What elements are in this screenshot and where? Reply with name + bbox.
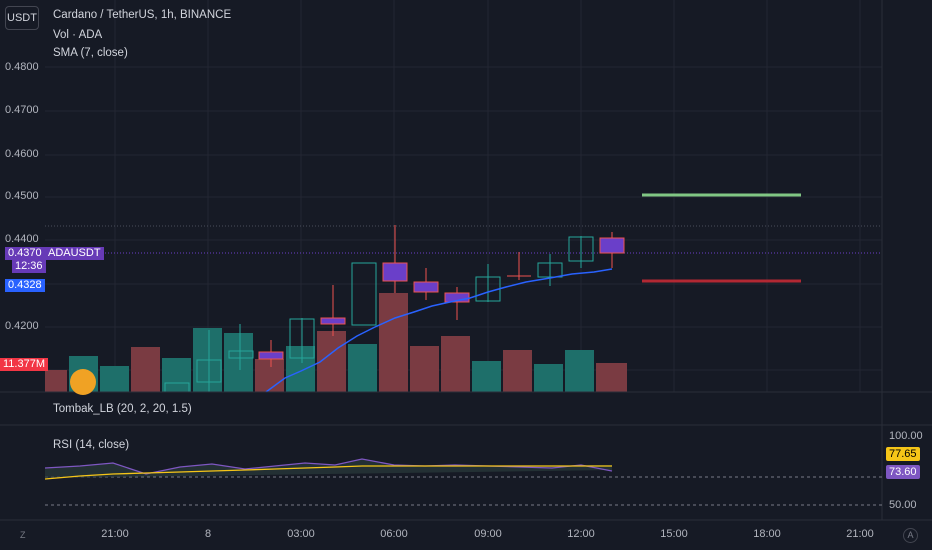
price-tick: 0.4200 [5, 320, 39, 332]
chart-title[interactable]: Cardano / TetherUS, 1h, BINANCE [53, 9, 232, 21]
symbol-badge: ADAUSDT [45, 247, 104, 260]
time-tick: 12:00 [567, 528, 595, 540]
rsi-ma-line [44, 465, 612, 480]
candles [164, 225, 625, 393]
price-tick: 0.4800 [5, 61, 39, 73]
volume-bars [45, 293, 627, 392]
auto-scale-button[interactable]: A [903, 528, 918, 543]
countdown-badge: 12:36 [12, 260, 46, 273]
time-tick: 09:00 [474, 528, 502, 540]
currency-button[interactable]: USDT [5, 6, 39, 30]
time-tick: 03:00 [287, 528, 315, 540]
rsi-value-badge: 73.60 [886, 465, 920, 479]
time-tick: 8 [204, 528, 212, 540]
price-tick: 0.4600 [5, 148, 39, 160]
time-tick: 15:00 [660, 528, 688, 540]
zoom-reset-button[interactable]: Z [20, 530, 26, 540]
last-price-badge: 0.4370 [5, 247, 45, 260]
time-tick: 18:00 [753, 528, 781, 540]
price-tick: 0.4700 [5, 104, 39, 116]
tombak-legend[interactable]: Tombak_LB (20, 2, 20, 1.5) [53, 403, 192, 415]
volume-badge: 11.377M [0, 358, 48, 371]
price-tick: 0.4500 [5, 190, 39, 202]
sma-line [265, 268, 613, 393]
rsi-tick: 100.00 [889, 430, 923, 442]
indicator-dot [70, 369, 96, 395]
rsi-legend[interactable]: RSI (14, close) [53, 439, 130, 451]
rsi-fill [45, 459, 612, 478]
time-tick: 06:00 [380, 528, 408, 540]
sma-legend[interactable]: SMA (7, close) [53, 47, 128, 59]
rsi-ma-badge: 77.65 [886, 447, 920, 461]
grid-lines [45, 0, 882, 392]
rsi-tick: 50.00 [889, 499, 917, 511]
rsi-line [44, 458, 613, 475]
time-tick: 21:00 [101, 528, 129, 540]
price-tick: 0.4400 [5, 233, 39, 245]
time-tick: 21:00 [846, 528, 874, 540]
sma-value-badge: 0.4328 [5, 279, 45, 292]
volume-legend[interactable]: Vol · ADA [53, 29, 103, 41]
